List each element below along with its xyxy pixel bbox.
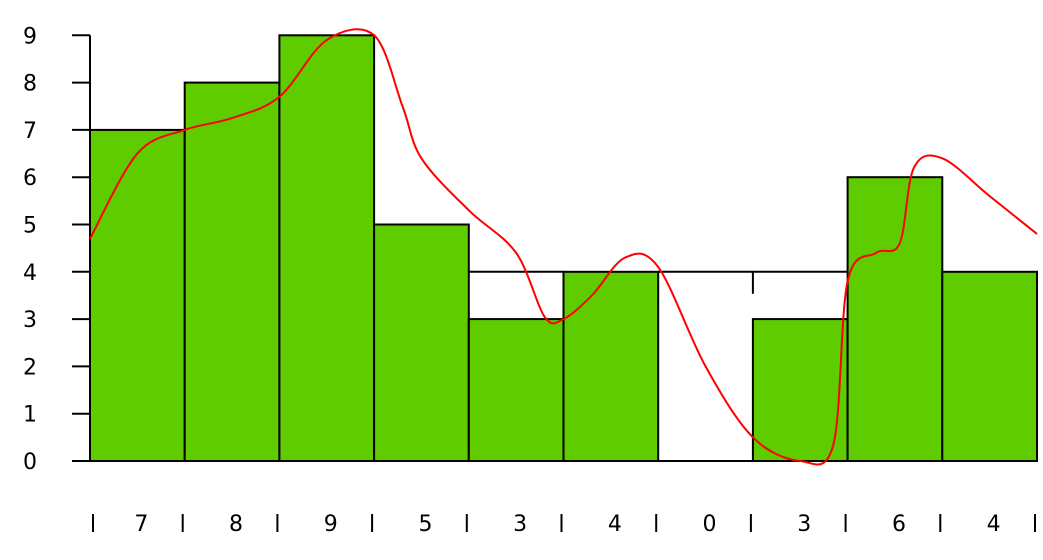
x-value-label: 6 [892,512,906,537]
x-value-label: 8 [229,512,243,537]
y-tick-label: 8 [23,72,37,97]
bar [562,270,660,462]
y-tick-label: 2 [23,355,37,380]
y-tick-label: 9 [23,24,37,49]
bars [89,34,1038,463]
x-value-label: 0 [703,512,717,537]
bar [89,128,186,462]
x-value-label: 7 [134,512,148,537]
bar [373,223,470,462]
bar [846,176,944,462]
x-value-label: 3 [513,512,527,537]
y-tick-label: 6 [23,166,37,191]
bar [751,318,849,462]
y-tick-label: 3 [23,308,37,333]
y-tick-label: 0 [23,450,37,475]
y-tick-label: 4 [23,261,37,286]
x-value-label: 5 [418,512,432,537]
bar [183,81,281,462]
x-value-label: 9 [324,512,338,537]
y-tick-label: 5 [23,214,37,239]
x-value-label: 4 [608,512,622,537]
trend-curve [89,28,1038,466]
y-axis: 0 1 2 3 4 5 6 7 8 9 [23,24,91,475]
x-value-label: 3 [797,512,811,537]
y-tick-label: 7 [23,119,37,144]
bar [941,270,1038,462]
x-value-label: 4 [987,512,1001,537]
trend-curve-group [89,28,1038,466]
bar [278,34,376,463]
y-tick-label: 1 [23,403,37,428]
reference-line-group [468,270,848,294]
bar [467,318,565,462]
value-labels-row: 7 8 9 5 3 4 0 3 6 4 [92,512,1036,537]
